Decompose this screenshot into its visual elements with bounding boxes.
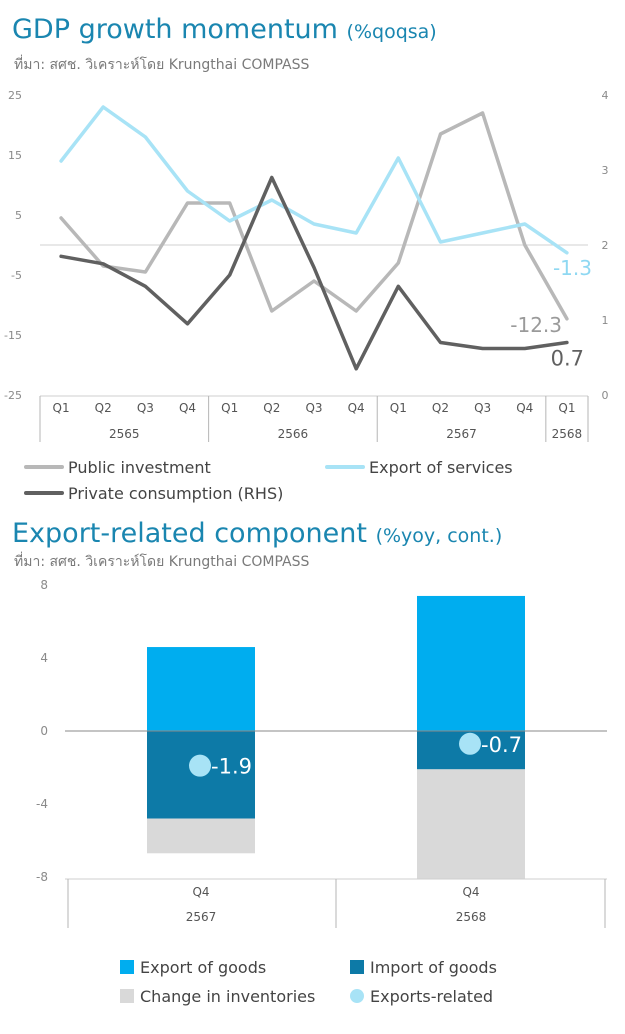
legend-change-in-inventories-swatch bbox=[120, 989, 134, 1003]
export-of-goods-bar bbox=[417, 595, 525, 731]
bar-year-label: 2567 bbox=[186, 910, 217, 924]
bar-y-tick-label: 4 bbox=[40, 651, 48, 665]
quarter-label: Q3 bbox=[305, 401, 322, 415]
left-tick-label: -25 bbox=[4, 389, 22, 402]
bar-y-tick-label: -4 bbox=[36, 797, 48, 811]
left-tick-label: 25 bbox=[8, 89, 22, 102]
exports-related-marker bbox=[459, 732, 481, 755]
legend-private-consumption-label: Private consumption (RHS) bbox=[68, 484, 283, 503]
bar-year-label: 2568 bbox=[456, 910, 487, 924]
legend-exports-related-label: Exports-related bbox=[370, 987, 493, 1006]
bar-quarter-label: Q4 bbox=[462, 885, 479, 899]
chart2-title-text: Export-related component bbox=[12, 518, 367, 549]
public-investment-line bbox=[59, 111, 569, 321]
left-tick-label: -5 bbox=[11, 269, 22, 282]
chart1-unit: (%qoqsa) bbox=[346, 21, 437, 43]
private-consumption-end-label: 0.7 bbox=[551, 347, 584, 371]
quarter-label: Q2 bbox=[263, 401, 280, 415]
bar-y-tick-label: 0 bbox=[40, 724, 48, 738]
right-tick-label: 3 bbox=[602, 164, 609, 177]
legend-import-of-goods-swatch bbox=[350, 960, 364, 974]
change-in-inventories-bar bbox=[147, 818, 255, 854]
right-tick-label: 4 bbox=[602, 89, 609, 102]
right-tick-label: 2 bbox=[602, 239, 609, 252]
chart2-title: Export-related component (%yoy, cont.) bbox=[12, 518, 502, 549]
chart2-unit: (%yoy, cont.) bbox=[375, 525, 503, 547]
legend-import-of-goods-label: Import of goods bbox=[370, 958, 497, 977]
chart1-title: GDP growth momentum (%qoqsa) bbox=[12, 14, 437, 45]
year-label: 2567 bbox=[446, 427, 477, 441]
legend-change-in-inventories-label: Change in inventories bbox=[140, 987, 315, 1006]
year-label: 2566 bbox=[278, 427, 309, 441]
quarter-label: Q3 bbox=[137, 401, 154, 415]
bar-y-tick-label: 8 bbox=[40, 578, 48, 592]
left-tick-label: 5 bbox=[15, 209, 22, 222]
legend-exports-related-swatch bbox=[350, 989, 364, 1003]
quarter-label: Q4 bbox=[516, 401, 533, 415]
quarter-label: Q2 bbox=[432, 401, 449, 415]
export-of-services-end-label: -1.3 bbox=[553, 256, 592, 280]
bar-y-tick-label: -8 bbox=[36, 870, 48, 884]
quarter-label: Q4 bbox=[348, 401, 365, 415]
quarter-label: Q1 bbox=[390, 401, 407, 415]
exports-related-value: -0.7 bbox=[481, 733, 522, 757]
left-tick-label: 15 bbox=[8, 149, 22, 162]
exports-related-value: -1.9 bbox=[211, 755, 252, 779]
year-label: 2565 bbox=[109, 427, 140, 441]
gdp-line-chart: 25 15 5 -5 -15 -25 4 3 2 1 0 Q1 Q2 Q3 Q4 Q1 Q2 Q3 Q4 Q1 Q2 Q3… bbox=[4, 89, 609, 503]
quarter-label: Q1 bbox=[558, 401, 575, 415]
right-tick-label: 0 bbox=[602, 389, 609, 402]
legend-public-investment-label: Public investment bbox=[68, 458, 211, 477]
quarter-label: Q1 bbox=[221, 401, 238, 415]
left-tick-label: -15 bbox=[4, 329, 22, 342]
exports-related-marker bbox=[189, 754, 211, 777]
export-of-services-line bbox=[59, 105, 569, 255]
chart2-source: ที่มา: สศช. วิเคราะห์โดย Krungthai COMPA… bbox=[14, 554, 310, 570]
chart1-title-text: GDP growth momentum bbox=[12, 14, 338, 45]
chart1-source: ที่มา: สศช. วิเคราะห์โดย Krungthai COMPA… bbox=[14, 57, 310, 73]
right-tick-label: 1 bbox=[602, 314, 609, 327]
legend-export-of-goods-swatch bbox=[120, 960, 134, 974]
bar-quarter-label: Q4 bbox=[192, 885, 209, 899]
quarter-label: Q4 bbox=[179, 401, 196, 415]
year-label: 2568 bbox=[552, 427, 583, 441]
private-consumption-line bbox=[59, 175, 569, 371]
change-in-inventories-bar bbox=[417, 769, 525, 879]
export-of-goods-bar bbox=[147, 647, 255, 731]
quarter-label: Q2 bbox=[95, 401, 112, 415]
legend-export-of-goods-label: Export of goods bbox=[140, 958, 266, 977]
quarter-label: Q3 bbox=[474, 401, 491, 415]
quarter-label: Q1 bbox=[53, 401, 70, 415]
public-investment-end-label: -12.3 bbox=[510, 313, 562, 337]
legend-export-of-services-label: Export of services bbox=[369, 458, 513, 477]
